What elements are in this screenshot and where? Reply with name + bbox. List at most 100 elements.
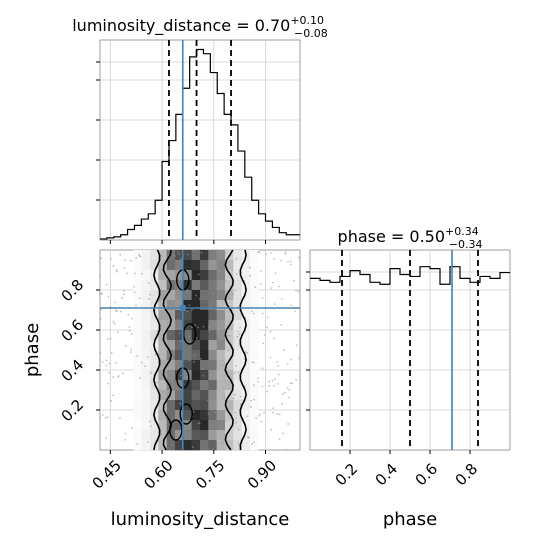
panel-title-phase: phase = 0.50+0.34 −0.34	[338, 225, 483, 251]
truth-lines	[100, 250, 300, 450]
density-cell	[158, 380, 167, 391]
density-cell	[216, 290, 226, 301]
histogram-bar	[217, 93, 224, 240]
density-cell	[208, 370, 217, 381]
density-cell	[133, 340, 142, 351]
scatter-point	[122, 372, 124, 375]
scatter-point	[197, 326, 199, 329]
scatter-point	[106, 416, 109, 419]
scatter-point	[281, 393, 284, 395]
scatter-point	[221, 387, 224, 390]
scatter-point	[124, 432, 127, 435]
density-cell	[158, 430, 167, 441]
density-cell	[166, 410, 176, 421]
scatter-point	[265, 326, 268, 329]
scatter-point	[180, 374, 182, 377]
scatter-point	[185, 376, 188, 378]
scatter-point	[166, 385, 169, 388]
density-cell	[208, 420, 217, 431]
density-cell	[158, 290, 167, 301]
density-cell	[175, 340, 184, 351]
scatter-point	[157, 381, 160, 384]
density-cell	[233, 270, 242, 281]
density-cell	[250, 390, 259, 401]
density-cell	[216, 420, 226, 431]
scatter-point	[221, 442, 224, 444]
scatter-point	[140, 361, 143, 364]
scatter-point	[101, 414, 104, 416]
title-value: 0.50	[409, 227, 445, 246]
panel-frame	[99, 39, 301, 241]
scatter-point	[294, 310, 297, 313]
scatter-point	[274, 272, 277, 275]
density-cell	[158, 250, 167, 261]
density-cell	[216, 250, 226, 261]
scatter-point	[171, 379, 174, 382]
scatter-point	[99, 275, 102, 278]
density-cell	[250, 400, 259, 411]
density-cell	[200, 330, 209, 341]
scatter-point	[251, 361, 253, 364]
scatter-point	[106, 338, 109, 341]
density-cell	[250, 320, 259, 331]
scatter-point	[115, 361, 118, 364]
scatter-point	[220, 364, 223, 367]
density-cell	[141, 310, 151, 321]
density-cell	[150, 420, 159, 431]
scatter-point	[261, 385, 264, 388]
histogram-bar	[169, 141, 176, 240]
density-cell	[225, 430, 234, 441]
scatter-point	[285, 448, 287, 451]
scatter-point	[186, 253, 189, 256]
scatter-point	[130, 333, 133, 336]
scatter-point	[179, 258, 182, 260]
scatter-point	[138, 253, 141, 256]
scatter-point	[119, 310, 122, 313]
scatter-point	[130, 348, 132, 351]
scatter-point	[117, 375, 120, 378]
density-cell	[241, 300, 251, 311]
scatter-point	[179, 402, 182, 405]
scatter-point	[154, 353, 157, 356]
scatter-point	[190, 308, 193, 311]
density-cell	[208, 350, 217, 361]
density-cell	[141, 400, 151, 411]
density-cell	[191, 360, 201, 371]
scatter-point	[224, 419, 227, 422]
scatter-point	[127, 313, 130, 316]
scatter-point	[178, 253, 181, 256]
scatter-point	[110, 257, 112, 260]
scatter-point	[235, 258, 238, 260]
scatter-point	[273, 384, 275, 387]
density-cell	[175, 430, 184, 441]
scatter-point	[171, 356, 174, 359]
density-cell	[158, 360, 167, 371]
scatter-point	[214, 411, 217, 414]
scatter-point	[131, 426, 133, 429]
density-cell	[166, 260, 176, 271]
density-cell	[208, 250, 217, 261]
histogram-bar	[141, 219, 148, 240]
density-cell	[133, 400, 142, 411]
scatter-point	[274, 377, 276, 380]
density-cell	[233, 280, 242, 291]
scatter-point	[194, 324, 197, 327]
scatter-point	[255, 417, 258, 419]
scatter-point	[191, 326, 193, 329]
density-cell	[250, 290, 259, 301]
title-value: 0.70	[255, 16, 291, 35]
histogram-bar	[190, 57, 197, 240]
density-cell	[133, 250, 142, 261]
scatter-point	[246, 436, 249, 439]
scatter-point	[269, 330, 272, 333]
scatter-point	[277, 373, 280, 376]
histogram-bar	[266, 221, 273, 240]
scatter-point	[134, 272, 136, 275]
scatter-points	[99, 249, 301, 451]
scatter-point	[276, 412, 279, 415]
density-cell	[191, 400, 201, 411]
density-cell	[200, 300, 209, 311]
scatter-point	[150, 371, 152, 374]
scatter-point	[272, 407, 275, 410]
scatter-point	[291, 382, 293, 385]
